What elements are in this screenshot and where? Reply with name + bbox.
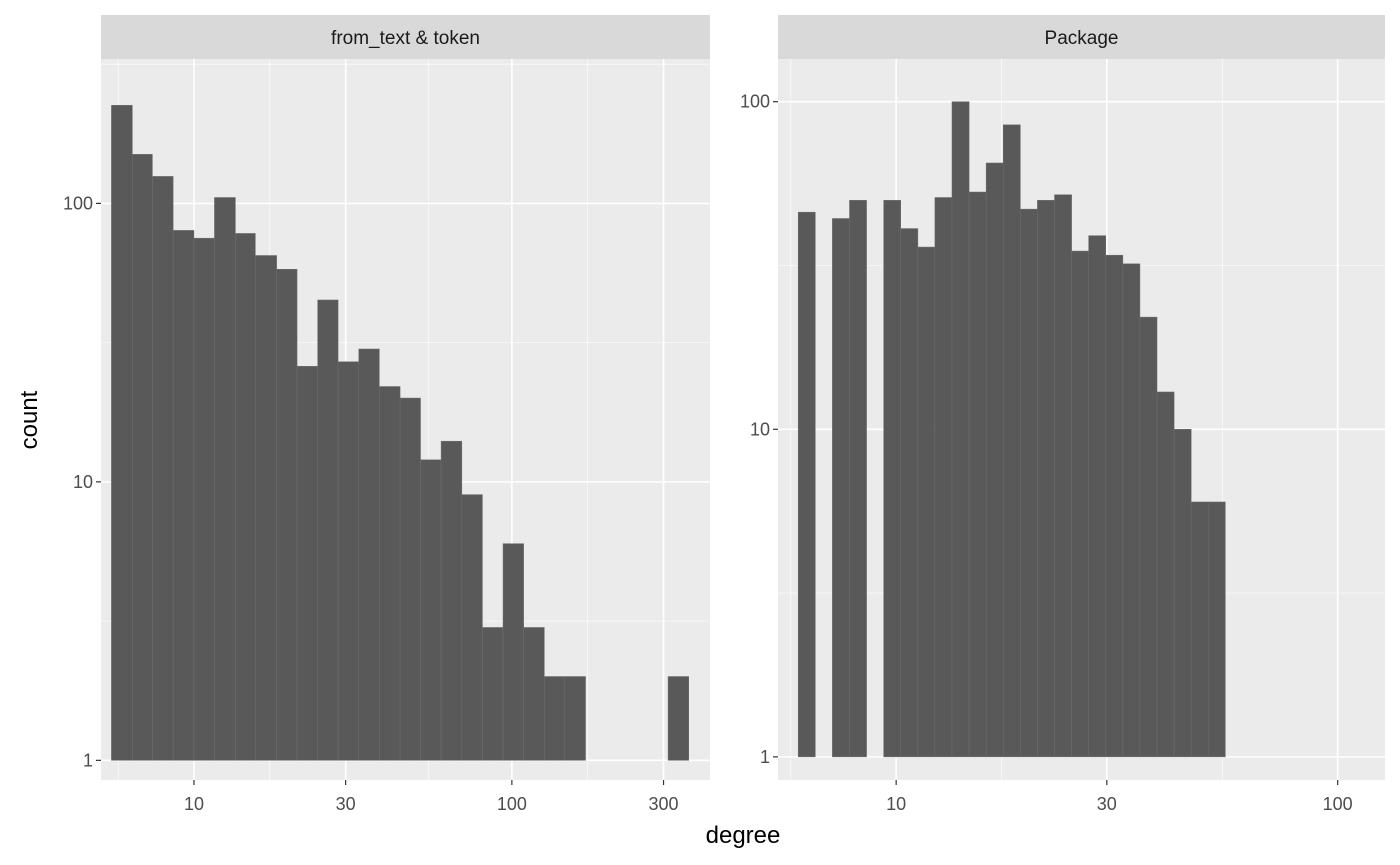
y-tick-label: 100 [740,92,770,112]
x-tick-label: 30 [336,794,356,814]
histogram-bar [1173,429,1192,758]
histogram-bar [111,105,133,761]
facet-panel-2: Package 10 30 100 1 10 100 [740,15,1385,814]
histogram-bar [358,348,380,761]
histogram-bar [152,176,174,761]
facet-strip [101,15,710,59]
histogram-bar [900,228,919,758]
histogram-bar [1020,208,1038,758]
facet-strip-label: Package [1045,28,1119,49]
histogram-bar [440,440,463,761]
histogram-bar [1037,200,1055,758]
y-tick-label: 100 [63,193,93,213]
histogram-bar [399,397,421,761]
histogram-bar [797,211,816,758]
histogram-bar [379,386,401,761]
histogram-bar [1088,235,1107,758]
histogram-bar [934,197,953,758]
histogram-bar [235,233,256,761]
x-tick-label: 30 [1097,794,1117,814]
histogram-bar [832,218,850,758]
histogram-bar [951,101,970,758]
x-tick-label: 300 [649,794,679,814]
histogram-bar [667,676,689,761]
histogram-bar [1190,501,1209,758]
y-tick-label: 1 [760,747,770,767]
histogram-bar [968,191,987,758]
histogram-bar [1208,501,1226,758]
histogram-bar [214,197,236,761]
x-tick-label: 10 [886,794,906,814]
y-tick-label: 10 [73,472,93,492]
x-tick-label: 10 [184,794,204,814]
histogram-bar [482,627,504,761]
histogram-bar [1156,391,1175,758]
histogram-bar [317,299,339,761]
histogram-bar [172,230,195,761]
histogram-bar [1002,124,1021,758]
histogram-bar [849,200,867,758]
histogram-bar [502,543,524,761]
facet-strip [778,15,1385,59]
histogram-bar [337,361,360,761]
histogram-bar [917,246,936,758]
facet-strip-label: from_text & token [331,28,480,49]
histogram-bar [132,154,153,761]
histogram-bar [1122,263,1141,758]
histogram-bar [985,162,1004,758]
y-axis-title: count [16,390,43,449]
histogram-bar [523,627,545,761]
histogram-bar [544,676,566,761]
histogram-bar [1054,194,1072,758]
histogram-bar [883,200,901,758]
y-tick-label: 1 [83,750,93,770]
histogram-bar [193,237,215,761]
histogram-bar [564,676,586,761]
histogram-bar [276,269,298,761]
x-tick-label: 100 [1323,794,1353,814]
x-axis-title: degree [706,822,781,849]
histogram-bar [420,459,442,761]
histogram-bar [296,366,318,761]
x-tick-label: 100 [497,794,527,814]
histogram-bar [1105,254,1124,758]
facet-panel-1: from_text & token 10 30 100 300 1 10 100 [63,15,710,814]
histogram-bar [255,255,277,761]
histogram-bar [1139,316,1158,758]
histogram-bar [1071,250,1089,758]
histogram-bar [461,494,483,761]
y-tick-label: 10 [750,419,770,439]
